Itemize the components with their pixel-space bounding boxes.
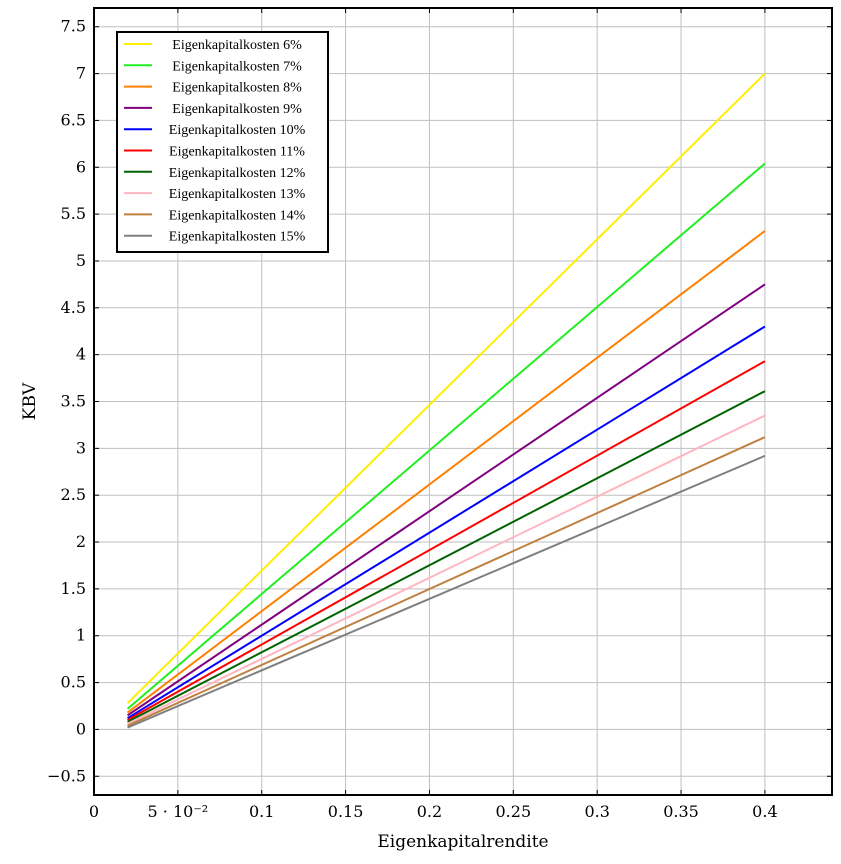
legend-label-10: Eigenkapitalkosten 15% [169,230,306,245]
y-tick-label: 7 [76,64,86,83]
x-axis-label: Eigenkapitalrendite [377,832,548,852]
legend-box [116,31,329,253]
x-tick-label: 0.3 [584,802,609,821]
legend-label-1: Eigenkapitalkosten 6% [172,38,302,53]
legend-label-6: Eigenkapitalkosten 11% [169,145,305,160]
y-tick-label: 1 [76,626,86,645]
y-tick-label: 4.5 [61,298,86,317]
series-line-8 [127,414,766,725]
y-tick-label: 0 [76,719,86,738]
series-line-9 [127,436,766,727]
x-tick-label: 0.2 [417,802,442,821]
x-axis-ticks: 0 5 · 10⁻² 0.1 0.15 0.2 0.25 0.3 0.35 0.4 [89,8,778,821]
y-tick-label: 1.5 [61,579,86,598]
y-tick-label: 0.5 [61,673,86,692]
y-tick-label: 2.5 [61,485,86,504]
legend-label-8: Eigenkapitalkosten 13% [169,187,306,202]
y-tick-label: 3 [76,438,86,457]
series-line-6 [127,360,766,721]
y-tick-label: 5.5 [61,204,86,223]
grid [93,8,832,795]
y-tick-label: −0.5 [47,766,86,785]
series-line-2 [126,162,766,710]
y-tick-label: 7.5 [61,17,86,36]
legend-label-9: Eigenkapitalkosten 14% [169,208,306,223]
legend-label-5: Eigenkapitalkosten 10% [169,123,306,138]
legend-label-7: Eigenkapitalkosten 12% [169,166,306,181]
x-tick-label: 5 · 10⁻² [148,802,209,821]
legend-label-4: Eigenkapitalkosten 9% [172,102,302,117]
x-tick-label: 0.25 [496,802,532,821]
series-lines [126,72,766,729]
y-axis-label: KBV [20,382,40,420]
y-axis-ticks: −0.5 0 0.5 1 1.5 2 2.5 3 3.5 4 4.5 5 5.5 6 6.5 7 7.5 [47,17,832,785]
series-line-4 [126,283,766,717]
y-tick-label: 4 [76,345,86,364]
y-tick-label: 6.5 [61,110,86,129]
x-tick-label: 0 [89,802,99,821]
x-tick-label: 0.1 [249,802,274,821]
y-tick-label: 3.5 [61,392,86,411]
series-line-7 [127,390,766,723]
y-tick-label: 2 [76,532,86,551]
y-tick-label: 5 [76,251,86,270]
legend-label-2: Eigenkapitalkosten 7% [172,59,302,74]
legend-label-3: Eigenkapitalkosten 8% [172,81,302,96]
series-line-3 [126,230,766,714]
legend: Eigenkapitalkosten 6% Eigenkapitalkosten … [116,31,329,253]
series-line-5 [127,325,766,720]
series-line-10 [127,454,766,729]
y-tick-label: 6 [76,157,86,176]
x-tick-label: 0.15 [328,802,364,821]
series-line-1 [126,72,766,704]
x-tick-label: 0.35 [663,802,699,821]
x-tick-label: 0.4 [752,802,777,821]
